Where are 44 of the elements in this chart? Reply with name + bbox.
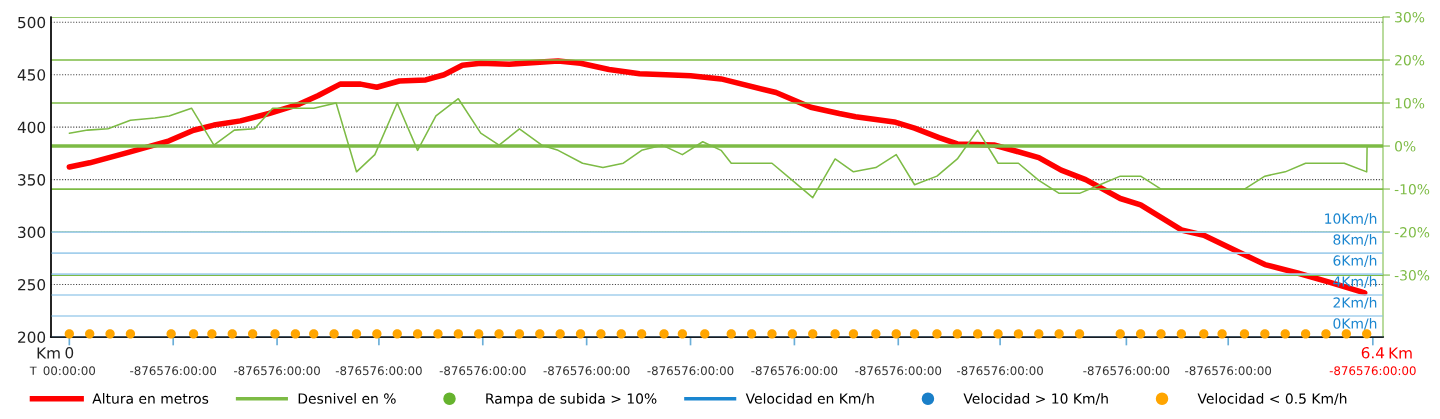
text: -876576:00:00 bbox=[335, 366, 422, 376]
y3-tick-label: 6Km/h bbox=[1333, 255, 1377, 267]
y2-tick-label: 0% bbox=[1395, 141, 1416, 152]
y-tick-label: 400 bbox=[17, 121, 46, 134]
legend-label: Velocidad < 0.5 Km/h bbox=[1197, 393, 1347, 405]
text: -876576:00:00 bbox=[957, 366, 1043, 376]
y-tick-label: 500 bbox=[18, 16, 46, 29]
y3-tick-label: 2Km/h bbox=[1333, 297, 1377, 309]
y-tick-label: 200 bbox=[18, 331, 46, 344]
y2-tick-label: -10% bbox=[1394, 184, 1430, 195]
text: T bbox=[29, 366, 37, 375]
y3-tick-label: 10Km/h bbox=[1325, 213, 1377, 225]
legend-label: Rampa de subida > 10% bbox=[486, 393, 657, 407]
legend-label: Altura en metros bbox=[92, 393, 209, 404]
legend-label: Desnivel en % bbox=[298, 393, 396, 404]
y-tick-label: 450 bbox=[17, 69, 46, 81]
text: -876576:00:00 bbox=[1083, 366, 1170, 376]
y2-tick-label: 10% bbox=[1395, 97, 1425, 109]
text: -876576:00:00 bbox=[130, 366, 217, 376]
y2-tick-label: -30% bbox=[1394, 270, 1430, 281]
text: 00:00:00 bbox=[43, 366, 96, 376]
text: -876576:00:00 bbox=[1185, 366, 1272, 376]
y2-tick-label: 20% bbox=[1395, 54, 1425, 66]
text: Km bbox=[37, 347, 60, 359]
text: Km bbox=[1389, 347, 1412, 359]
legend-label: Velocidad en Km/h bbox=[745, 393, 874, 405]
text: -876576:00:00 bbox=[751, 366, 838, 376]
text: -876576:00:00 bbox=[647, 366, 734, 376]
text: -876576:00:00 bbox=[439, 366, 526, 376]
x-tick-label: 6.4 bbox=[1361, 346, 1385, 359]
y3-tick-label: 0Km/h bbox=[1333, 318, 1377, 330]
y-tick-label: 300 bbox=[18, 226, 46, 239]
text: -876576:00:00 bbox=[233, 366, 320, 376]
text: -876576:00:00 bbox=[1329, 366, 1416, 376]
x-tick-label: 0 bbox=[65, 346, 74, 359]
legend-label: Velocidad > 10 Km/h bbox=[963, 393, 1108, 405]
text: -876576:00:00 bbox=[543, 366, 630, 376]
y-tick-label: 350 bbox=[18, 174, 46, 186]
y2-tick-label: -20% bbox=[1394, 227, 1430, 238]
y3-tick-label: 8Km/h bbox=[1333, 234, 1377, 246]
text: -876576:00:00 bbox=[855, 366, 942, 376]
y-tick-label: 250 bbox=[18, 279, 46, 291]
y2-tick-label: 30% bbox=[1395, 11, 1425, 23]
y3-tick-label: 4Km/h bbox=[1333, 276, 1377, 288]
